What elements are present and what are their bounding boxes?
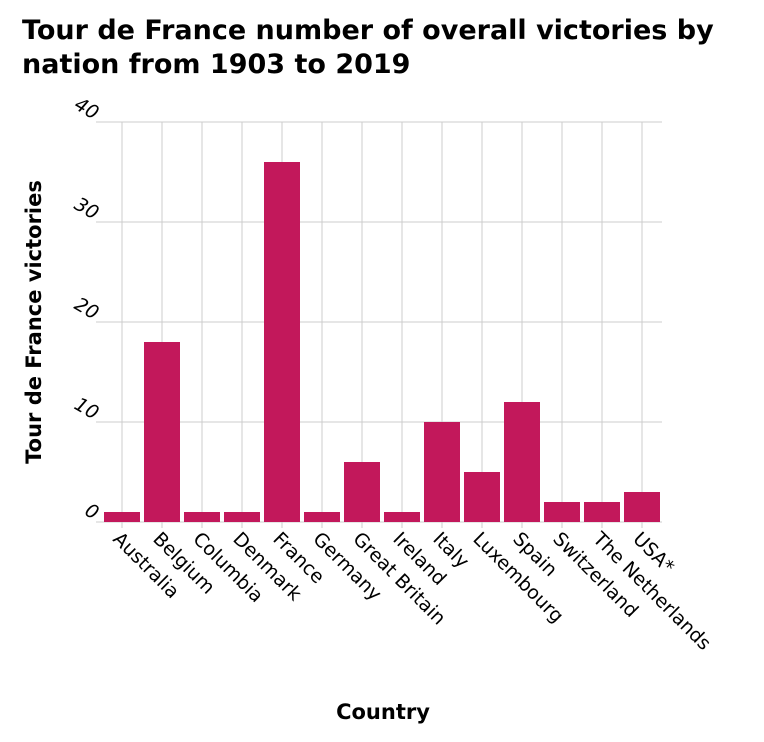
y-tick-labels: 0 10 20 30 40: [71, 93, 103, 524]
bar: [424, 422, 460, 522]
y-tick-label: 40: [71, 93, 103, 124]
bar: [104, 512, 140, 522]
bar: [384, 512, 420, 522]
bar: [264, 162, 300, 522]
x-tick-labels: AustraliaBelgiumColumbiaDenmarkFranceGer…: [108, 527, 715, 654]
y-tick-label: 0: [81, 499, 102, 524]
bar: [304, 512, 340, 522]
y-tick-label: 30: [71, 193, 103, 224]
chart-title: Tour de France number of overall victori…: [22, 15, 714, 80]
bar: [624, 492, 660, 522]
x-axis-title: Country: [336, 700, 430, 724]
y-tick-label: 10: [71, 393, 103, 424]
y-axis-title: Tour de France victories: [22, 180, 46, 464]
bar: [144, 342, 180, 522]
y-tick-label: 20: [71, 293, 103, 324]
bar: [464, 472, 500, 522]
bar: [544, 502, 580, 522]
bar: [584, 502, 620, 522]
bars: [104, 162, 660, 522]
bar: [344, 462, 380, 522]
bar: [184, 512, 220, 522]
bar: [504, 402, 540, 522]
bar: [224, 512, 260, 522]
